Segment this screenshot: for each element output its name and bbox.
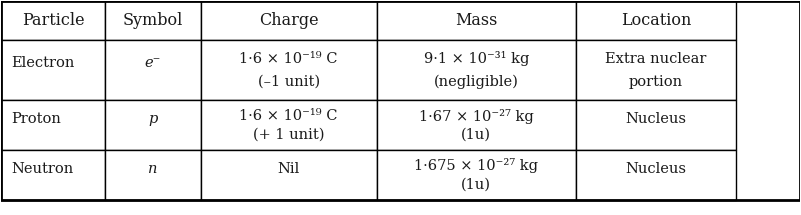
Text: 1·6 × 10⁻¹⁹ C: 1·6 × 10⁻¹⁹ C xyxy=(239,52,338,66)
Bar xyxy=(376,40,576,100)
Text: Location: Location xyxy=(621,12,691,29)
Text: Nucleus: Nucleus xyxy=(626,112,686,126)
Bar xyxy=(201,150,376,200)
Bar xyxy=(576,150,736,200)
Text: Particle: Particle xyxy=(22,12,85,29)
Text: (1u): (1u) xyxy=(461,128,491,142)
Text: (+ 1 unit): (+ 1 unit) xyxy=(253,128,324,142)
Text: Nil: Nil xyxy=(278,162,300,176)
Text: (negligible): (negligible) xyxy=(434,75,519,89)
Text: 1·67 × 10⁻²⁷ kg: 1·67 × 10⁻²⁷ kg xyxy=(419,109,533,124)
Text: e⁻: e⁻ xyxy=(145,55,161,70)
Text: (1u): (1u) xyxy=(461,178,491,192)
Bar xyxy=(201,1,376,40)
Text: Electron: Electron xyxy=(11,55,74,70)
Bar xyxy=(2,40,105,100)
Text: p: p xyxy=(148,112,158,126)
Text: n: n xyxy=(148,162,158,176)
Bar xyxy=(376,100,576,150)
Bar xyxy=(376,1,576,40)
Text: Charge: Charge xyxy=(259,12,319,29)
Text: (–1 unit): (–1 unit) xyxy=(258,75,320,89)
Text: portion: portion xyxy=(629,75,683,89)
Bar xyxy=(105,150,201,200)
Bar xyxy=(576,40,736,100)
Text: Mass: Mass xyxy=(455,12,497,29)
Text: Neutron: Neutron xyxy=(11,162,73,176)
Bar xyxy=(105,40,201,100)
Bar xyxy=(105,1,201,40)
Bar xyxy=(2,100,105,150)
Bar xyxy=(376,150,576,200)
Text: 9·1 × 10⁻³¹ kg: 9·1 × 10⁻³¹ kg xyxy=(424,51,529,66)
Text: 1·6 × 10⁻¹⁹ C: 1·6 × 10⁻¹⁹ C xyxy=(239,109,338,123)
Bar xyxy=(201,40,376,100)
Bar xyxy=(2,150,105,200)
Bar xyxy=(576,1,736,40)
Bar xyxy=(2,1,105,40)
Text: 1·675 × 10⁻²⁷ kg: 1·675 × 10⁻²⁷ kg xyxy=(414,158,538,174)
Bar xyxy=(105,100,201,150)
Bar xyxy=(576,100,736,150)
Text: Extra nuclear: Extra nuclear xyxy=(606,52,706,66)
Bar xyxy=(201,100,376,150)
Text: Proton: Proton xyxy=(11,112,61,126)
Text: Symbol: Symbol xyxy=(123,12,183,29)
Text: Nucleus: Nucleus xyxy=(626,162,686,176)
